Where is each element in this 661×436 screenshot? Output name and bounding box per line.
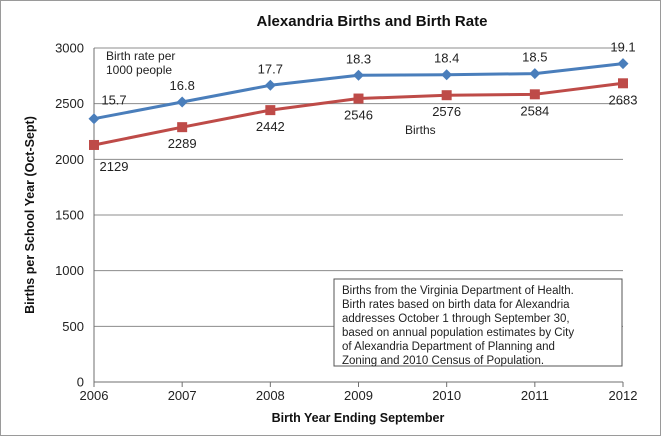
births-point — [89, 139, 99, 150]
birth-rate-point — [529, 68, 541, 80]
birth-rate-point — [88, 113, 100, 125]
rate-series-annotation: Birth rate per 1000 people — [106, 49, 175, 77]
x-tick-label: 2007 — [168, 388, 197, 403]
source-note: Births from the Virginia Department of H… — [333, 278, 623, 367]
x-tick-label: 2006 — [80, 388, 109, 403]
note-line: Birth rates based on birth data for Alex… — [342, 299, 570, 311]
births-label: 2546 — [344, 108, 373, 123]
y-tick-label: 500 — [62, 319, 84, 334]
birth-rate-label: 16.8 — [170, 78, 195, 93]
x-tick-label: 2011 — [521, 388, 549, 403]
birth-rate-label: 19.1 — [610, 40, 635, 55]
births-point — [529, 89, 540, 100]
note-line: based on annual population estimates by … — [342, 327, 574, 339]
axes: 0 500 1000 1500 2000 2500 3000 2006 2007 2008 2009… — [55, 41, 637, 404]
births-label: 2576 — [432, 104, 461, 119]
birth-rate-point — [176, 96, 188, 108]
births-point — [265, 105, 276, 116]
y-tick-label: 3000 — [55, 41, 84, 56]
births-point — [177, 122, 188, 133]
birth-rate-label: 18.5 — [522, 50, 547, 65]
births-point — [441, 90, 452, 101]
data-labels: 15.7 16.8 17.7 18.3 18.4 18.5 19.1 2129 2289 2442… — [100, 40, 638, 174]
y-tick-label: 1500 — [55, 208, 84, 223]
y-tick-label: 2500 — [55, 96, 84, 111]
x-tick-label: 2012 — [609, 388, 638, 403]
birth-rate-label: 18.3 — [346, 51, 371, 66]
birth-rate-label: 17.7 — [258, 61, 283, 76]
series — [88, 58, 629, 150]
births-label: 2289 — [168, 136, 197, 151]
births-series-annotation: Births — [405, 123, 436, 137]
births-point — [618, 78, 628, 89]
note-line: Births from the Virginia Department of H… — [342, 285, 574, 297]
birth-rate-point — [441, 69, 453, 81]
x-axis-label: Birth Year Ending September — [272, 411, 445, 425]
rate-label-line-1: Birth rate per — [106, 49, 175, 63]
births-label: 2683 — [609, 92, 638, 107]
y-axis-label: Births per School Year (Oct-Sept) — [23, 116, 37, 314]
births-point — [353, 93, 364, 104]
note-line: Zoning and 2010 Census of Population. — [342, 355, 544, 367]
y-tick-label: 2000 — [55, 152, 84, 167]
births-label: 2584 — [520, 103, 549, 118]
births-label: 2442 — [256, 119, 285, 134]
birth-rate-point — [264, 79, 276, 91]
birth-rate-point — [617, 58, 629, 70]
births-label: 2129 — [100, 159, 129, 174]
birth-rate-label: 18.4 — [434, 51, 459, 66]
birth-rate-label: 15.7 — [101, 93, 126, 108]
x-tick-label: 2010 — [432, 388, 461, 403]
chart-title: Alexandria Births and Birth Rate — [257, 13, 488, 30]
y-tick-label: 0 — [77, 375, 84, 390]
y-tick-label: 1000 — [55, 263, 84, 278]
x-tick-label: 2008 — [256, 388, 285, 403]
note-line: addresses October 1 through September 30… — [342, 313, 570, 325]
x-tick-label: 2009 — [344, 388, 373, 403]
note-line: of Alexandria Department of Planning and — [342, 341, 555, 353]
source-note-box — [333, 278, 623, 367]
birth-rate-point — [353, 69, 364, 81]
rate-label-line-2: 1000 people — [106, 63, 172, 77]
